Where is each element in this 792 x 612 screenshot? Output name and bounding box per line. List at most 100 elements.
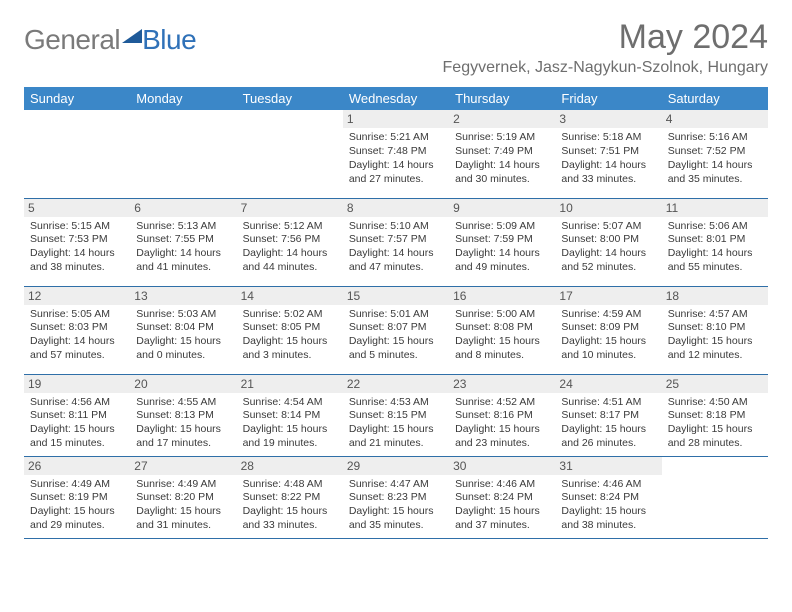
day-info: Sunrise: 5:02 AMSunset: 8:05 PMDaylight:… [243,308,337,363]
day-number: 2 [449,110,555,128]
day-info: Sunrise: 4:51 AMSunset: 8:17 PMDaylight:… [561,396,655,451]
location-subtitle: Fegyvernek, Jasz-Nagykun-Szolnok, Hungar… [443,59,768,77]
day-number: 4 [662,110,768,128]
calendar-day-cell: 6 Sunrise: 5:13 AMSunset: 7:55 PMDaylight… [130,198,236,286]
weekday-header: Thursday [449,87,555,110]
calendar-day-cell: 16 Sunrise: 5:00 AMSunset: 8:08 PMDayligh… [449,286,555,374]
day-number: 5 [24,199,130,217]
day-number: 16 [449,287,555,305]
day-info: Sunrise: 4:49 AMSunset: 8:20 PMDaylight:… [136,478,230,533]
calendar-day-cell: 26 Sunrise: 4:49 AMSunset: 8:19 PMDayligh… [24,456,130,538]
day-info: Sunrise: 4:57 AMSunset: 8:10 PMDaylight:… [668,308,762,363]
calendar-day-cell: 11Sunrise: 5:06 AMSunset: 8:01 PMDayligh… [662,198,768,286]
day-number: 9 [449,199,555,217]
day-info: Sunrise: 5:18 AMSunset: 7:51 PMDaylight:… [561,131,655,186]
logo: General Blue [24,18,196,56]
month-title: May 2024 [443,18,768,57]
calendar-day-cell: 7 Sunrise: 5:12 AMSunset: 7:56 PMDaylight… [237,198,343,286]
day-number: 24 [555,375,661,393]
day-number: 12 [24,287,130,305]
calendar-day-cell: 9 Sunrise: 5:09 AMSunset: 7:59 PMDaylight… [449,198,555,286]
day-number: 20 [130,375,236,393]
calendar-day-cell: 22 Sunrise: 4:53 AMSunset: 8:15 PMDayligh… [343,374,449,456]
calendar-day-cell [24,110,130,198]
calendar-day-cell: 29Sunrise: 4:47 AMSunset: 8:23 PMDayligh… [343,456,449,538]
calendar-week-row: 12 Sunrise: 5:05 AMSunset: 8:03 PMDayligh… [24,286,768,374]
day-info: Sunrise: 5:00 AMSunset: 8:08 PMDaylight:… [455,308,549,363]
day-number: 3 [555,110,661,128]
day-info: Sunrise: 4:55 AMSunset: 8:13 PMDaylight:… [136,396,230,451]
day-info: Sunrise: 5:10 AMSunset: 7:57 PMDaylight:… [349,220,443,275]
day-number: 18 [662,287,768,305]
calendar-day-cell: 5 Sunrise: 5:15 AMSunset: 7:53 PMDaylight… [24,198,130,286]
calendar-day-cell: 25Sunrise: 4:50 AMSunset: 8:18 PMDayligh… [662,374,768,456]
day-info: Sunrise: 4:52 AMSunset: 8:16 PMDaylight:… [455,396,549,451]
day-number: 1 [343,110,449,128]
weekday-header-row: SundayMondayTuesdayWednesdayThursdayFrid… [24,87,768,110]
calendar-week-row: 26 Sunrise: 4:49 AMSunset: 8:19 PMDayligh… [24,456,768,538]
day-number: 6 [130,199,236,217]
day-number: 28 [237,457,343,475]
day-number: 19 [24,375,130,393]
day-info: Sunrise: 5:12 AMSunset: 7:56 PMDaylight:… [243,220,337,275]
day-info: Sunrise: 5:03 AMSunset: 8:04 PMDaylight:… [136,308,230,363]
calendar-table: SundayMondayTuesdayWednesdayThursdayFrid… [24,87,768,539]
day-info: Sunrise: 5:09 AMSunset: 7:59 PMDaylight:… [455,220,549,275]
day-info: Sunrise: 4:48 AMSunset: 8:22 PMDaylight:… [243,478,337,533]
calendar-day-cell: 27Sunrise: 4:49 AMSunset: 8:20 PMDayligh… [130,456,236,538]
day-number: 22 [343,375,449,393]
calendar-day-cell: 15Sunrise: 5:01 AMSunset: 8:07 PMDayligh… [343,286,449,374]
day-number: 21 [237,375,343,393]
day-info: Sunrise: 4:50 AMSunset: 8:18 PMDaylight:… [668,396,762,451]
calendar-day-cell: 30 Sunrise: 4:46 AMSunset: 8:24 PMDayligh… [449,456,555,538]
day-number: 30 [449,457,555,475]
calendar-day-cell [662,456,768,538]
day-info: Sunrise: 5:16 AMSunset: 7:52 PMDaylight:… [668,131,762,186]
day-info: Sunrise: 5:06 AMSunset: 8:01 PMDaylight:… [668,220,762,275]
calendar-day-cell: 18 Sunrise: 4:57 AMSunset: 8:10 PMDayligh… [662,286,768,374]
day-info: Sunrise: 4:46 AMSunset: 8:24 PMDaylight:… [561,478,655,533]
calendar-day-cell: 31 Sunrise: 4:46 AMSunset: 8:24 PMDayligh… [555,456,661,538]
title-block: May 2024 Fegyvernek, Jasz-Nagykun-Szolno… [443,18,768,77]
weekday-header: Saturday [662,87,768,110]
day-number: 31 [555,457,661,475]
day-info: Sunrise: 4:53 AMSunset: 8:15 PMDaylight:… [349,396,443,451]
header: General Blue May 2024 Fegyvernek, Jasz-N… [24,18,768,77]
day-number: 13 [130,287,236,305]
day-number: 8 [343,199,449,217]
calendar-day-cell: 28 Sunrise: 4:48 AMSunset: 8:22 PMDayligh… [237,456,343,538]
calendar-day-cell: 10Sunrise: 5:07 AMSunset: 8:00 PMDayligh… [555,198,661,286]
day-info: Sunrise: 4:56 AMSunset: 8:11 PMDaylight:… [30,396,124,451]
calendar-day-cell: 4 Sunrise: 5:16 AMSunset: 7:52 PMDaylight… [662,110,768,198]
day-info: Sunrise: 5:21 AMSunset: 7:48 PMDaylight:… [349,131,443,186]
day-info: Sunrise: 5:15 AMSunset: 7:53 PMDaylight:… [30,220,124,275]
calendar-day-cell: 12 Sunrise: 5:05 AMSunset: 8:03 PMDayligh… [24,286,130,374]
day-number: 15 [343,287,449,305]
day-info: Sunrise: 4:49 AMSunset: 8:19 PMDaylight:… [30,478,124,533]
calendar-day-cell: 8 Sunrise: 5:10 AMSunset: 7:57 PMDaylight… [343,198,449,286]
calendar-week-row: 5 Sunrise: 5:15 AMSunset: 7:53 PMDaylight… [24,198,768,286]
day-info: Sunrise: 5:05 AMSunset: 8:03 PMDaylight:… [30,308,124,363]
calendar-day-cell: 24 Sunrise: 4:51 AMSunset: 8:17 PMDayligh… [555,374,661,456]
day-info: Sunrise: 4:59 AMSunset: 8:09 PMDaylight:… [561,308,655,363]
calendar-day-cell: 23Sunrise: 4:52 AMSunset: 8:16 PMDayligh… [449,374,555,456]
weekday-header: Sunday [24,87,130,110]
weekday-header: Wednesday [343,87,449,110]
day-info: Sunrise: 4:46 AMSunset: 8:24 PMDaylight:… [455,478,549,533]
calendar-day-cell [237,110,343,198]
calendar-day-cell: 19 Sunrise: 4:56 AMSunset: 8:11 PMDayligh… [24,374,130,456]
calendar-day-cell: 20 Sunrise: 4:55 AMSunset: 8:13 PMDayligh… [130,374,236,456]
day-info: Sunrise: 5:19 AMSunset: 7:49 PMDaylight:… [455,131,549,186]
logo-text-general: General [24,24,120,56]
day-number: 17 [555,287,661,305]
day-info: Sunrise: 5:07 AMSunset: 8:00 PMDaylight:… [561,220,655,275]
day-info: Sunrise: 5:13 AMSunset: 7:55 PMDaylight:… [136,220,230,275]
logo-text-blue: Blue [142,24,196,56]
weekday-header: Tuesday [237,87,343,110]
day-number: 7 [237,199,343,217]
weekday-header: Monday [130,87,236,110]
day-info: Sunrise: 4:47 AMSunset: 8:23 PMDaylight:… [349,478,443,533]
day-number: 26 [24,457,130,475]
calendar-day-cell: 14Sunrise: 5:02 AMSunset: 8:05 PMDayligh… [237,286,343,374]
day-info: Sunrise: 4:54 AMSunset: 8:14 PMDaylight:… [243,396,337,451]
